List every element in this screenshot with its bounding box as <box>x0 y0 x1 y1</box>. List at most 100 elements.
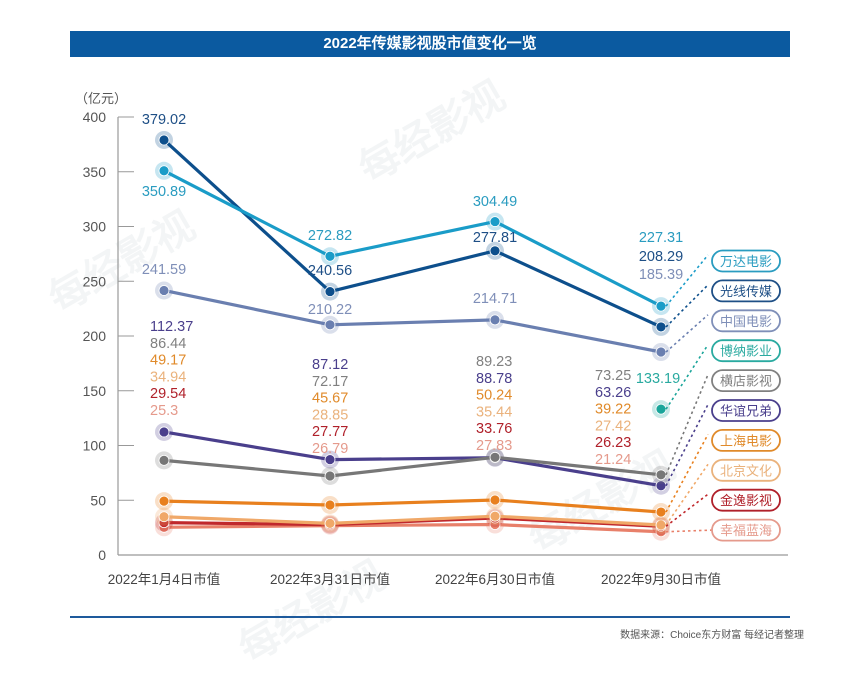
legend-label: 上海电影 <box>720 434 772 449</box>
y-axis-unit-label: （亿元） <box>75 91 128 106</box>
data-label: 87.12 <box>312 357 348 373</box>
data-label: 379.02 <box>142 112 186 128</box>
data-label: 241.59 <box>142 262 186 278</box>
data-point <box>324 518 336 529</box>
data-point <box>489 494 501 506</box>
y-tick-label: 50 <box>90 492 106 508</box>
legend-leader-line <box>665 493 709 527</box>
legend-leader-line <box>665 374 709 476</box>
y-tick-label: 350 <box>83 164 107 180</box>
legend-leader-line <box>665 284 709 328</box>
series-line-横店影视 <box>162 455 663 478</box>
data-point <box>324 499 336 511</box>
data-label: 28.85 <box>312 407 348 423</box>
legend-item-华谊兄弟 <box>711 399 781 422</box>
data-point <box>324 470 336 482</box>
data-point <box>655 403 667 415</box>
y-tick-label: 0 <box>98 547 106 563</box>
y-tick-label: 300 <box>83 219 107 235</box>
legend-label: 横店影视 <box>720 375 772 390</box>
legend-label: 博纳影业 <box>720 345 772 360</box>
data-label: 25.3 <box>150 403 178 419</box>
legend-leader-line <box>665 254 709 307</box>
data-label: 240.56 <box>308 263 352 279</box>
data-label: 350.89 <box>142 184 186 200</box>
data-label: 39.22 <box>595 402 631 418</box>
data-label: 33.76 <box>476 421 512 437</box>
data-label: 208.29 <box>639 249 683 265</box>
data-point <box>655 346 667 358</box>
data-label: 133.19 <box>636 371 680 387</box>
data-label: 72.17 <box>312 374 348 390</box>
legend-leader-line <box>665 529 713 533</box>
legend-item-博纳影业 <box>711 339 781 363</box>
series-line-光线传媒 <box>162 138 663 329</box>
line-chart: 0 50 100 150 200 250 300 350 400 2022年1月4日市值 2022年… <box>83 109 788 587</box>
legend-leader-line <box>665 463 709 526</box>
legend-item-幸福蓝海 <box>711 518 781 542</box>
y-tick-label: 200 <box>83 328 107 344</box>
data-point <box>655 519 667 531</box>
data-point <box>655 506 667 518</box>
y-tick-label: 400 <box>83 109 107 125</box>
series-line-幸福蓝海 <box>162 522 663 534</box>
series-line-万达电影 <box>162 169 663 308</box>
data-label: 27.83 <box>476 438 512 454</box>
legend-label: 北京文化 <box>720 464 772 479</box>
data-label: 50.24 <box>476 388 512 404</box>
x-tick-label: 2022年6月30日市值 <box>435 571 555 587</box>
legend-item-横店影视 <box>711 369 781 393</box>
data-point <box>324 250 336 262</box>
legend-item-光线传媒 <box>711 279 781 303</box>
legend-leader-line <box>665 344 709 410</box>
data-label: 89.23 <box>476 354 512 370</box>
legend-item-北京文化 <box>711 458 781 482</box>
data-label: 210.22 <box>308 302 352 318</box>
series-line-华谊兄弟 <box>162 430 663 488</box>
data-point <box>158 495 170 507</box>
y-tick-label: 250 <box>83 273 107 289</box>
chart-title: 2022年传媒影视股市值变化一览 <box>70 31 790 57</box>
series-line-北京文化 <box>162 514 663 527</box>
data-label: 214.71 <box>473 291 517 307</box>
data-label: 272.82 <box>308 228 352 244</box>
legend-label: 华谊兄弟 <box>720 405 772 420</box>
data-point <box>489 314 501 326</box>
legend-item-金逸影视 <box>711 488 781 512</box>
legend-label: 幸福蓝海 <box>720 524 772 539</box>
data-label: 27.77 <box>312 424 348 440</box>
data-label: 34.94 <box>150 369 186 385</box>
data-label: 88.78 <box>476 371 512 387</box>
data-label: 26.23 <box>595 435 631 451</box>
data-label: 185.39 <box>639 267 683 283</box>
x-tick-label: 2022年1月4日市值 <box>108 571 221 587</box>
legend-item-万达电影 <box>711 249 781 273</box>
data-label: 277.81 <box>473 230 517 246</box>
legend-label: 中国电影 <box>720 315 772 330</box>
y-tick-label: 150 <box>83 383 107 399</box>
data-point <box>489 451 501 463</box>
data-label: 29.54 <box>150 386 186 402</box>
data-label: 26.79 <box>312 441 348 457</box>
data-point <box>158 165 170 177</box>
data-point <box>489 510 501 522</box>
data-point <box>655 321 667 333</box>
data-point <box>158 285 170 296</box>
data-point <box>655 300 667 312</box>
legend-item-上海电影 <box>711 428 781 452</box>
x-tick-label: 2022年9月30日市值 <box>601 571 721 587</box>
x-tick-label: 2022年3月31日市值 <box>270 571 390 587</box>
data-label: 227.31 <box>639 230 683 246</box>
data-point <box>158 134 170 146</box>
data-point <box>489 216 501 227</box>
legend-label: 金逸影视 <box>720 493 772 509</box>
data-source-note: 数据来源：Choice东方财富 每经记者整理 <box>620 630 804 641</box>
data-label: 49.17 <box>150 353 186 369</box>
legend-label: 万达电影 <box>720 255 772 270</box>
data-label: 21.24 <box>595 452 631 468</box>
series-line-中国电影 <box>162 288 663 354</box>
data-point <box>158 511 170 523</box>
data-point <box>324 286 336 297</box>
data-label: 86.44 <box>150 336 186 352</box>
data-point <box>655 469 667 481</box>
